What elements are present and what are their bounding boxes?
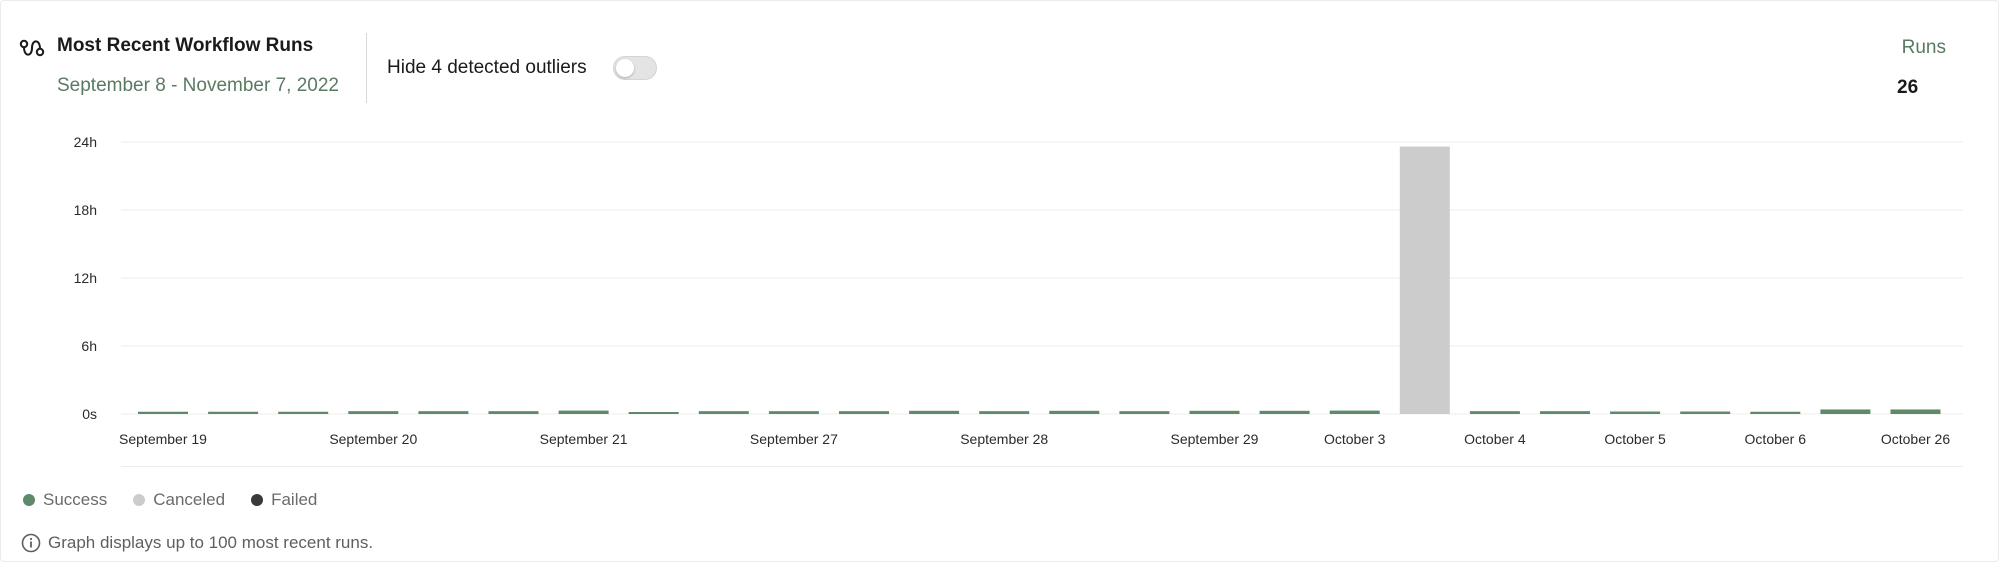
bar[interactable]	[1329, 410, 1380, 414]
outlier-toggle[interactable]	[613, 56, 657, 80]
y-tick-label: 12h	[74, 270, 97, 286]
failed-dot-icon	[251, 494, 264, 506]
bar[interactable]	[909, 410, 960, 414]
bar[interactable]	[418, 411, 469, 414]
runs-count: 26	[1897, 77, 1919, 98]
bar[interactable]	[1820, 409, 1871, 414]
y-tick-label: 6h	[81, 338, 97, 354]
legend-item-canceled[interactable]: Canceled	[133, 490, 225, 510]
header-divider	[366, 33, 367, 103]
chart-title: Most Recent Workflow Runs	[57, 35, 314, 56]
date-range: September 8 - November 7, 2022	[57, 75, 339, 96]
legend-label-failed: Failed	[271, 490, 318, 509]
bar[interactable]	[698, 411, 749, 414]
chart-divider	[121, 466, 1963, 467]
bar[interactable]	[1750, 411, 1801, 414]
x-tick-label: September 27	[750, 431, 838, 447]
x-tick-label: September 20	[329, 431, 417, 447]
y-tick-label: 0s	[82, 406, 97, 422]
y-tick-label: 18h	[74, 202, 97, 218]
toggle-knob	[616, 59, 634, 77]
x-tick-label: September 21	[540, 431, 628, 447]
runs-bar-chart: 0s 6h 12h 18h 24h September 19 September 20 Sep…	[1, 121, 1999, 461]
y-tick-label: 24h	[74, 134, 97, 150]
bar[interactable]	[278, 411, 329, 414]
bar[interactable]	[839, 411, 889, 414]
x-tick-label: October 6	[1745, 431, 1807, 447]
x-tick-label: October 5	[1604, 431, 1666, 447]
chart-legend: Success Canceled Failed	[23, 489, 343, 511]
bar[interactable]	[1610, 411, 1661, 414]
footnote-text: Graph displays up to 100 most recent run…	[48, 533, 374, 552]
outlier-toggle-label: Hide 4 detected outliers	[387, 57, 587, 78]
bar[interactable]	[1680, 411, 1731, 414]
bar[interactable]	[768, 411, 819, 414]
workflow-icon	[19, 39, 45, 57]
canceled-dot-icon	[133, 494, 146, 506]
x-tick-label: October 3	[1324, 431, 1386, 447]
x-tick-label: September 28	[960, 431, 1048, 447]
chart-svg: 0s 6h 12h 18h 24h September 19 September 20 Sep…	[74, 134, 1963, 447]
bar[interactable]	[138, 411, 188, 414]
bar[interactable]	[1119, 411, 1170, 414]
bar[interactable]	[1259, 410, 1310, 414]
card-header: Most Recent Workflow Runs September 8 - …	[1, 1, 1999, 111]
legend-item-success[interactable]: Success	[23, 490, 107, 510]
info-icon	[21, 533, 41, 553]
legend-item-failed[interactable]: Failed	[251, 490, 317, 510]
bar[interactable]	[1469, 411, 1520, 414]
x-tick-label: October 4	[1464, 431, 1526, 447]
footnote: Graph displays up to 100 most recent run…	[21, 533, 373, 553]
legend-label-canceled: Canceled	[153, 490, 226, 509]
x-tick-label: September 19	[119, 431, 207, 447]
bar[interactable]	[348, 411, 399, 414]
legend-label-success: Success	[43, 490, 108, 509]
bar[interactable]	[1189, 410, 1240, 414]
bar[interactable]	[488, 411, 539, 414]
bar[interactable]	[1540, 411, 1590, 414]
success-dot-icon	[23, 494, 35, 506]
runs-label: Runs	[1901, 37, 1946, 58]
bar[interactable]	[208, 411, 259, 414]
bar[interactable]	[558, 410, 609, 414]
bar[interactable]	[1049, 410, 1100, 414]
bar[interactable]	[1399, 146, 1450, 414]
x-tick-label: October 26	[1881, 431, 1950, 447]
bar[interactable]	[628, 412, 679, 414]
bar[interactable]	[979, 411, 1030, 414]
x-tick-label: September 29	[1171, 431, 1259, 447]
bar[interactable]	[1890, 409, 1941, 414]
